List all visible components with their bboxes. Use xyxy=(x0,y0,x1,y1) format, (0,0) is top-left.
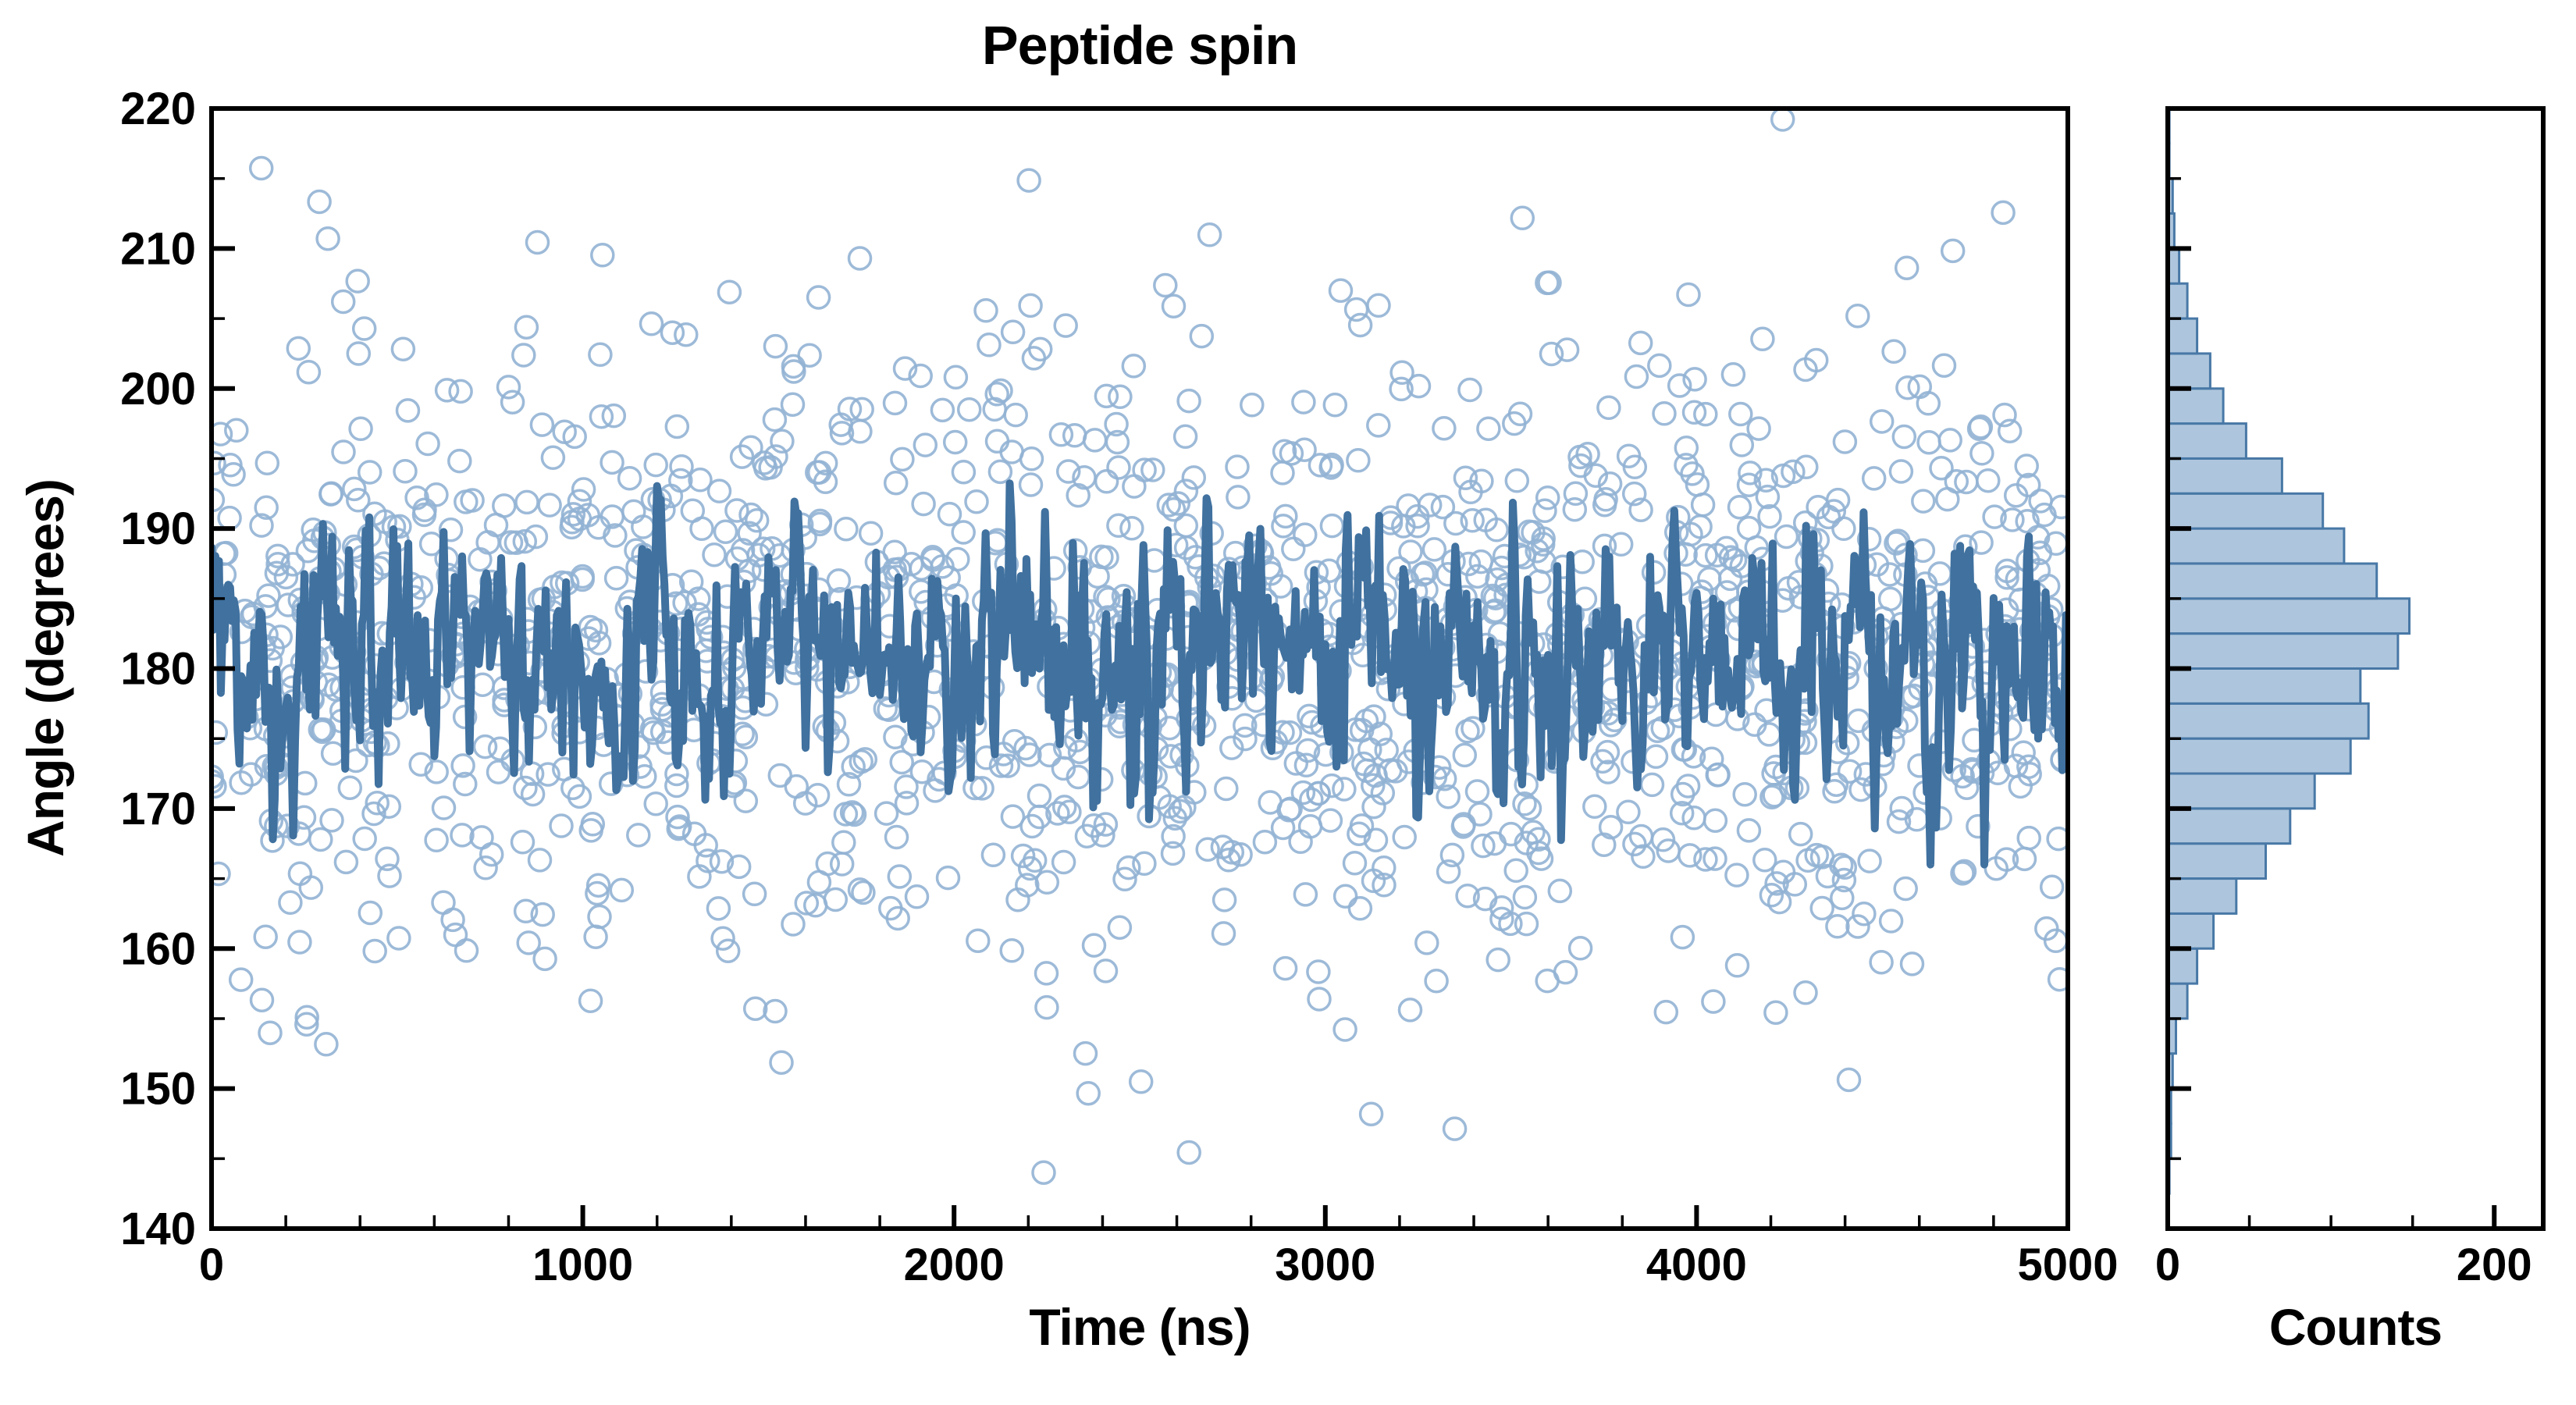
y-axis-label: Angle (degrees) xyxy=(16,479,74,857)
svg-text:220: 220 xyxy=(120,84,196,134)
svg-text:160: 160 xyxy=(120,923,196,974)
svg-text:200: 200 xyxy=(2457,1240,2532,1290)
x-axis-label-time: Time (ns) xyxy=(1029,1298,1251,1356)
svg-text:0: 0 xyxy=(199,1240,224,1290)
chart-title: Peptide spin xyxy=(981,15,1298,76)
svg-text:2000: 2000 xyxy=(904,1240,1005,1290)
svg-text:190: 190 xyxy=(120,503,196,554)
svg-text:3000: 3000 xyxy=(1275,1240,1375,1290)
svg-text:1000: 1000 xyxy=(532,1240,633,1290)
svg-text:150: 150 xyxy=(120,1064,196,1115)
svg-text:170: 170 xyxy=(120,784,196,834)
svg-text:180: 180 xyxy=(120,644,196,695)
svg-text:4000: 4000 xyxy=(1646,1240,1747,1290)
svg-text:0: 0 xyxy=(2155,1240,2180,1290)
svg-text:140: 140 xyxy=(120,1204,196,1254)
svg-text:5000: 5000 xyxy=(2017,1240,2118,1290)
x-axis-label-counts: Counts xyxy=(2268,1298,2443,1356)
svg-text:210: 210 xyxy=(120,223,196,274)
svg-text:200: 200 xyxy=(120,364,196,414)
